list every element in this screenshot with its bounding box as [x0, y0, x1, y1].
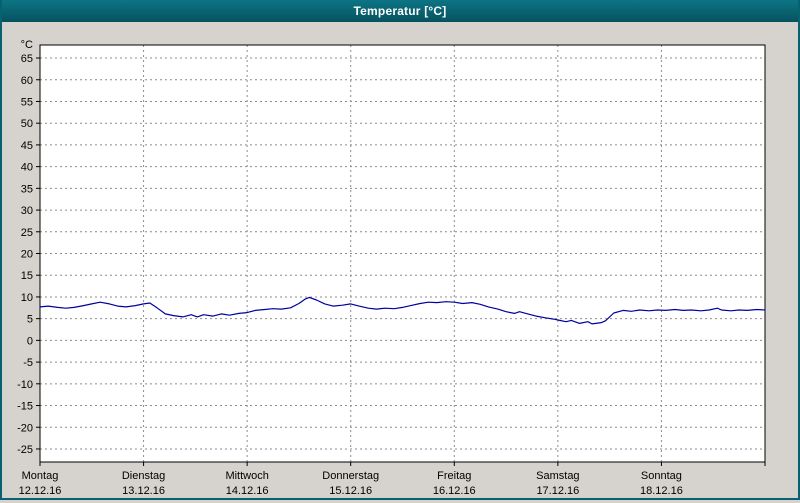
y-tick-label: 5	[27, 314, 33, 326]
window-titlebar: Temperatur [°C]	[2, 0, 798, 22]
chart-panel: 65 60 55 50 45 40 35 30 25 20 15 10 5 0 -5 -10 -15 -20 -25…	[2, 22, 798, 498]
y-tick-label: -15	[17, 401, 33, 413]
x-date-label: 16.12.16	[433, 485, 476, 497]
y-tick-label: -10	[17, 379, 33, 391]
y-tick-label: 15	[21, 270, 33, 282]
temperature-chart: 65605550454035302520151050-5-10-15-20-25…	[17, 39, 766, 497]
window-title: Temperatur [°C]	[353, 4, 447, 18]
y-tick-label: 50	[21, 118, 33, 130]
y-tick-label: 25	[21, 227, 33, 239]
y-tick-label: 0	[27, 335, 33, 347]
y-tick-label: 60	[21, 75, 33, 87]
plot-frame	[39, 44, 766, 463]
y-tick-label: 30	[21, 205, 33, 217]
x-date-label: 13.12.16	[122, 485, 165, 497]
y-tick-label: 45	[21, 140, 33, 152]
x-day-label: Dienstag	[122, 470, 165, 482]
y-tick-label: 35	[21, 183, 33, 195]
y-tick-label: 10	[21, 292, 33, 304]
y-tick-label: 20	[21, 249, 33, 261]
temperature-line	[39, 296, 766, 325]
y-tick-label: 65	[21, 53, 33, 65]
x-date-label: 12.12.16	[19, 485, 62, 497]
x-day-label: Donnerstag	[322, 470, 379, 482]
x-date-label: 15.12.16	[329, 485, 372, 497]
y-tick-label: -25	[17, 444, 33, 456]
y-axis-unit-label: °C	[21, 39, 33, 51]
y-tick-label: -20	[17, 422, 33, 434]
x-date-label: 17.12.16	[536, 485, 579, 497]
x-day-label: Sonntag	[641, 470, 682, 482]
x-date-label: 14.12.16	[226, 485, 269, 497]
x-date-label: 18.12.16	[640, 485, 683, 497]
y-tick-label: -5	[23, 357, 33, 369]
x-day-label: Samstag	[536, 470, 579, 482]
x-day-label: Mittwoch	[225, 470, 268, 482]
y-tick-label: 40	[21, 162, 33, 174]
y-tick-label: 55	[21, 96, 33, 108]
x-day-label: Freitag	[437, 470, 471, 482]
x-day-label: Montag	[22, 470, 59, 482]
